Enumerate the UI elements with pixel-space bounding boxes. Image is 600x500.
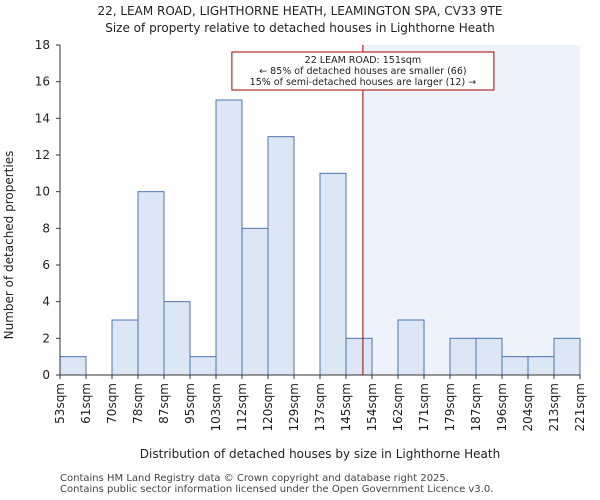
bar-53sqm [59,356,87,376]
larger-region-highlight [362,45,580,375]
bar-137sqm [319,172,347,376]
x-tick-label-87sqm: 87sqm [157,383,171,424]
bar-213sqm [553,337,581,376]
x-tick-label-213sqm: 213sqm [547,383,561,431]
annotation-line-2: ← 85% of detached houses are smaller (66… [259,66,466,77]
x-tick-label-103sqm: 103sqm [209,383,223,431]
attribution-footer: Contains HM Land Registry data © Crown c… [60,473,493,495]
attribution-line-2: Contains public sector information licen… [60,484,494,495]
x-tick-label-78sqm: 78sqm [131,383,145,424]
bars-group [59,99,581,376]
y-tick-label: 12 [35,148,50,162]
y-axis-label: Number of detached properties [2,151,16,340]
x-tick-label-204sqm: 204sqm [521,383,535,431]
y-tick-label: 0 [42,368,50,382]
x-tick-label-120sqm: 120sqm [261,383,275,431]
bar-112sqm [241,227,269,376]
bar-120sqm [267,136,295,376]
x-axis: 53sqm 61sqm 70sqm 78sqm 87sqm 95sqm 103sqm 112s… [53,374,587,431]
attribution-line-1: Contains HM Land Registry data © Crown c… [60,473,449,484]
x-tick-label-129sqm: 129sqm [287,383,301,431]
bar-87sqm [163,301,191,376]
x-tick-label-154sqm: 154sqm [365,383,379,431]
x-tick-label-112sqm: 112sqm [235,383,249,431]
x-tick-label-187sqm: 187sqm [469,383,483,431]
x-tick-label-61sqm: 61sqm [79,383,93,424]
property-marker: 22 LEAM ROAD: 151sqm← 85% of detached ho… [231,45,495,375]
x-tick-label-137sqm: 137sqm [313,383,327,431]
y-tick-label: 8 [42,221,50,235]
bar-95sqm [189,356,217,376]
bar-162sqm [397,319,425,376]
y-tick-label: 4 [42,295,50,309]
y-tick-label: 16 [35,75,50,89]
bar-204sqm [527,356,555,376]
y-tick-label: 6 [42,258,50,272]
bar-145sqm [345,337,373,376]
annotation-box [231,51,495,91]
x-tick-label-145sqm: 145sqm [339,383,353,431]
chart-title: 22, LEAM ROAD, LIGHTHORNE HEATH, LEAMING… [97,4,502,18]
y-tick-label: 2 [42,331,50,345]
x-tick-label-221sqm: 221sqm [573,383,587,431]
x-tick-label-95sqm: 95sqm [183,383,197,424]
y-axis: 0 2 4 6 8 10 12 14 16 18 [35,38,61,382]
x-tick-label-162sqm: 162sqm [391,383,405,431]
x-tick-label-171sqm: 171sqm [417,383,431,431]
bar-78sqm [137,191,165,376]
x-tick-label-53sqm: 53sqm [53,383,67,424]
x-tick-label-70sqm: 70sqm [105,383,119,424]
bar-103sqm [215,99,243,376]
bar-179sqm [449,337,477,376]
bar-70sqm [111,319,139,376]
larger-region-shade [362,45,580,375]
y-tick-label: 10 [35,185,50,199]
bar-196sqm [501,356,529,376]
histogram-chart: 22, LEAM ROAD, LIGHTHORNE HEATH, LEAMING… [2,4,587,461]
chart-subtitle: Size of property relative to detached ho… [105,21,495,35]
y-tick-label: 18 [35,38,50,52]
x-axis-label: Distribution of detached houses by size … [140,447,500,461]
annotation-line-1: 22 LEAM ROAD: 151sqm [305,55,421,66]
x-tick-label-179sqm: 179sqm [443,383,457,431]
y-tick-label: 14 [35,111,50,125]
x-tick-label-196sqm: 196sqm [495,383,509,431]
bar-187sqm [475,337,503,376]
annotation-line-3: 15% of semi-detached houses are larger (… [250,77,477,88]
